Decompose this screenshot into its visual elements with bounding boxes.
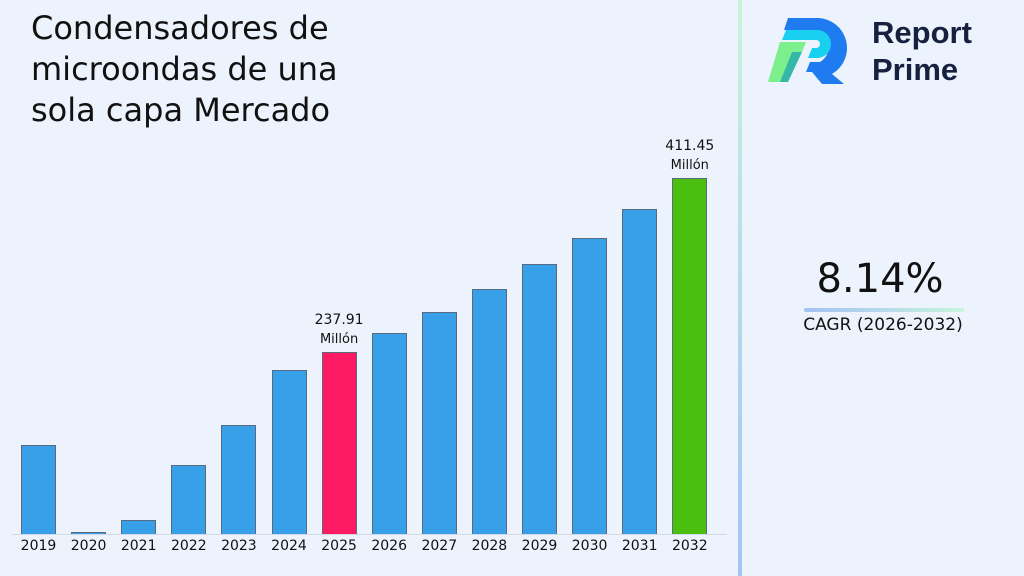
- chart-title: Condensadores de microondas de una sola …: [31, 9, 338, 129]
- cagr-value: 8.14%: [816, 256, 944, 302]
- cagr-label: CAGR (2026-2032): [803, 315, 963, 335]
- brand-line-1: Report: [872, 15, 972, 50]
- value-annotation-2025: 237.91 Millón: [299, 310, 379, 350]
- bar-2026: [371, 332, 407, 534]
- annotation-value: 237.91: [314, 312, 364, 329]
- bar-2032: [672, 178, 708, 534]
- bar-2024: [271, 370, 307, 534]
- report-prime-logo-icon: [768, 18, 848, 84]
- bar-2027: [421, 311, 457, 534]
- annotation-unit: Millón: [319, 332, 359, 348]
- bar-2025: [321, 352, 357, 534]
- x-tick-label: 2032: [671, 538, 708, 554]
- x-tick-label: 2029: [521, 538, 558, 554]
- bar-2019: [21, 444, 56, 534]
- x-tick-label: 2031: [621, 538, 658, 554]
- x-tick-label: 2023: [221, 538, 257, 554]
- bar-2021: [121, 519, 157, 534]
- x-tick-label: 2028: [471, 538, 508, 554]
- bar-2031: [622, 209, 658, 534]
- x-tick-label: 2024: [271, 538, 307, 554]
- annotation-unit: Millón: [670, 158, 709, 173]
- bar-2029: [522, 264, 557, 534]
- x-tick-label: 2019: [20, 538, 57, 554]
- x-tick-label: 2026: [371, 538, 407, 554]
- bar-chart: 2019 2020 2021 2022 2023 2024 2025 237.91 Millón…: [12, 136, 730, 554]
- bar-2022: [171, 464, 207, 534]
- x-tick-label: 2030: [571, 538, 608, 554]
- bar-2023: [221, 425, 257, 534]
- x-tick-label: 2025: [321, 538, 357, 554]
- x-tick-label: 2020: [70, 538, 107, 554]
- bar-2020: [71, 532, 107, 534]
- divider: [738, 0, 742, 576]
- x-tick-label: 2021: [120, 538, 157, 554]
- bar-2028: [471, 289, 507, 534]
- brand-line-2: Prime: [872, 52, 959, 87]
- cagr-underline: [804, 308, 964, 312]
- x-axis-line: [12, 534, 727, 535]
- value-annotation-2032: 411.45 Millón: [650, 136, 730, 176]
- annotation-value: 411.45: [665, 138, 715, 154]
- bar-2030: [572, 237, 608, 534]
- x-tick-label: 2022: [170, 538, 207, 554]
- x-tick-label: 2027: [421, 538, 458, 554]
- brand-name: Report Prime: [872, 14, 972, 88]
